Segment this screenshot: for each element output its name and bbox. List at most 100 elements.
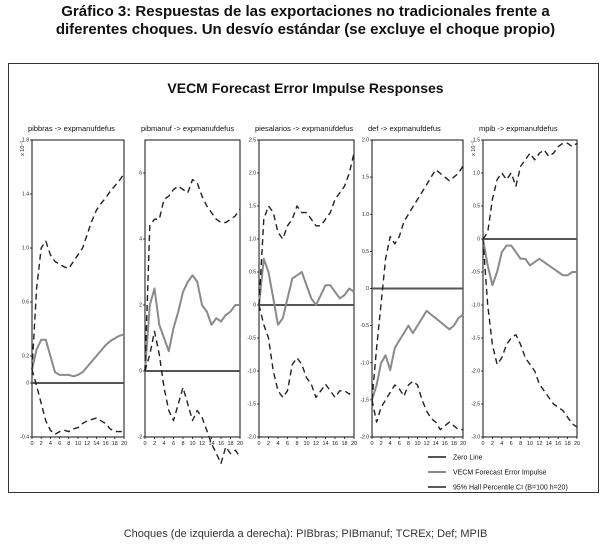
panel-title: VECM Forecast Error Impulse Responses [167,80,444,96]
x-tick-label-2-8: 16 [218,441,224,447]
plot-title-4: def -> expmanufdefus [368,124,441,133]
x-tick-label-1-4: 8 [67,441,70,447]
x-tick-label-3-1: 2 [267,441,270,447]
y-tick-label-3-0: -2.0 [247,435,256,441]
x-tick-label-3-7: 14 [322,441,328,447]
y-tick-label-1-6: 1.8 [22,138,29,144]
x-tick-label-5-7: 14 [546,441,552,447]
y-tick-label-2-3: 4 [139,237,142,243]
x-tick-label-5-6: 12 [536,441,542,447]
y-tick-label-5-6: 0 [477,237,480,243]
irf-line-2 [144,274,240,372]
x-tick-label-5-4: 8 [519,441,522,447]
y-tick-label-4-0: -2.0 [360,435,369,441]
plot-area-2 [144,139,241,438]
ci-upper-line-5 [482,142,578,240]
y-tick-label-4-3: -0.5 [360,323,369,329]
x-tick-label-5-1: 2 [491,441,494,447]
y-tick-label-4-6: 1.0 [362,212,369,218]
x-tick-label-4-3: 6 [398,441,401,447]
x-tick-label-2-1: 2 [153,441,156,447]
ci-lower-line-5 [482,238,578,428]
x-tick-label-3-3: 6 [286,441,289,447]
x-tick-label-4-10: 20 [460,441,466,447]
x-tick-label-1-1: 2 [40,441,43,447]
y-tick-label-3-5: 0.5 [249,270,256,276]
x-tick-label-5-10: 20 [574,441,580,447]
x-tick-label-1-7: 14 [93,441,99,447]
x-tick-label-2-5: 10 [189,441,195,447]
x-tick-label-1-10: 20 [121,441,127,447]
x-tick-label-5-8: 16 [555,441,561,447]
ci-lower-line-3 [258,304,355,399]
chart-frame [8,63,599,493]
x-tick-label-4-9: 18 [451,441,457,447]
y-tick-label-5-3: -1.5 [471,336,480,342]
ci-upper-line-3 [258,153,355,306]
y-tick-label-2-2: 2 [139,303,142,309]
irf-line-4 [371,309,464,401]
x-tick-label-1-9: 18 [112,441,118,447]
figure-heading-line-2: diferentes choques. Un desvío estándar (… [55,21,556,38]
y-tick-label-1-4: 1.0 [22,246,29,252]
y-tick-label-3-7: 1.5 [249,204,256,210]
y-tick-label-1-1: 0 [26,381,29,387]
y-tick-label-4-8: 2.0 [362,138,369,144]
ci-upper-line-1 [31,173,125,370]
plot-title-2: pibmanuf -> expmanufdefus [141,124,234,133]
y-tick-label-5-5: -0.5 [471,270,480,276]
x-tick-label-1-6: 12 [84,441,90,447]
x-tick-label-5-0: 0 [481,441,484,447]
x-tick-label-1-5: 10 [75,441,81,447]
plot-title-1: pibbras -> expmanufdefus [28,124,115,133]
ci-lower-line-1 [31,369,124,435]
y-tick-label-4-1: -1.5 [360,397,369,403]
y-tick-label-3-2: -1.0 [247,369,256,375]
x-tick-label-2-10: 20 [237,441,243,447]
x-tick-label-3-5: 10 [303,441,309,447]
x-tick-label-4-1: 2 [380,441,383,447]
figure-heading-line-1: Gráfico 3: Respuestas de las exportacion… [61,3,550,20]
plot-area-1 [31,139,125,438]
y-tick-label-3-4: 0 [253,303,256,309]
y-tick-label-3-3: -0.5 [247,336,256,342]
ci-lower-line-4 [371,380,463,431]
scale-note-1: x 10⁻² [20,141,26,156]
x-tick-label-4-6: 12 [424,441,430,447]
figure-caption: Choques (de izquierda a derecha): PIBbra… [123,528,488,540]
y-tick-label-4-7: 1.5 [362,175,369,181]
x-tick-label-3-9: 18 [341,441,347,447]
x-tick-label-3-6: 12 [313,441,319,447]
x-tick-label-4-0: 0 [370,441,373,447]
irf-line-1 [31,333,125,378]
x-tick-label-3-8: 16 [332,441,338,447]
legend-irf-label: VECM Forecast Error Impulse [453,470,546,477]
legend-ci-label: 95% Hall Percentile CI (B=100 h=20) [453,485,568,492]
y-tick-label-3-6: 1.0 [249,237,256,243]
y-tick-label-1-2: 0.2 [22,354,29,360]
x-tick-label-2-9: 18 [227,441,233,447]
x-tick-label-5-2: 4 [500,441,503,447]
y-tick-label-1-5: 1.4 [22,192,29,198]
y-tick-label-2-4: 6 [139,171,142,177]
y-tick-label-2-0: -2 [138,435,143,441]
y-tick-label-5-0: -3.0 [471,435,480,441]
y-tick-label-3-8: 2.0 [249,171,256,177]
ci-upper-line-2 [144,178,241,372]
x-tick-label-1-2: 4 [49,441,52,447]
y-tick-label-5-1: -2.5 [471,402,480,408]
y-tick-label-5-7: 0.5 [473,204,480,210]
y-tick-label-2-1: 0 [139,369,142,375]
ci-upper-line-4 [371,165,464,400]
x-tick-label-2-7: 14 [208,441,214,447]
y-tick-label-5-8: 1.0 [473,171,480,177]
y-tick-label-5-4: -1.0 [471,303,480,309]
irf-line-5 [482,238,577,287]
y-tick-label-1-3: 0.6 [22,300,29,306]
plot-title-5: mpib -> expmanufdefus [479,124,558,133]
y-tick-label-4-4: 0 [366,286,369,292]
x-tick-label-3-2: 4 [276,441,279,447]
x-tick-label-4-2: 4 [389,441,392,447]
x-tick-label-3-10: 20 [351,441,357,447]
